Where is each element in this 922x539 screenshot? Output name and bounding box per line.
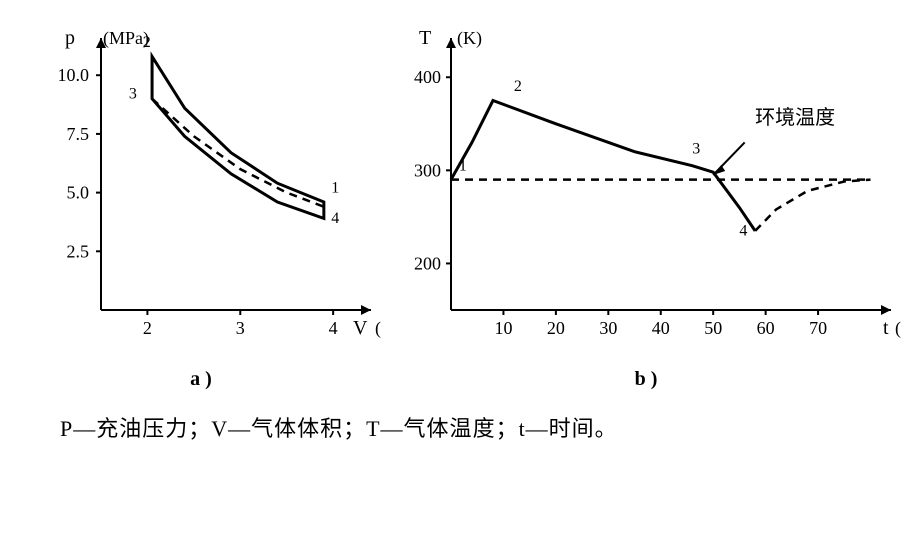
- chart-b-xtick: 70: [809, 318, 827, 338]
- chart-b-caption: b ): [635, 368, 658, 391]
- chart-b-xtick: 50: [704, 318, 722, 338]
- chart-b-xtick: 60: [757, 318, 775, 338]
- chart-b-point-2: 2: [514, 78, 522, 95]
- chart-b-point-3: 3: [692, 141, 700, 158]
- chart-b-xunit: (s): [895, 318, 901, 339]
- chart-b-ytick: 200: [414, 253, 441, 273]
- chart-a-point-3: 3: [129, 86, 137, 103]
- chart-a-ytick: 7.5: [67, 124, 90, 144]
- chart-b-ytick: 400: [414, 67, 441, 87]
- chart-b-block: T(K)t(s)200300400102030405060701234环境温度 …: [391, 20, 901, 391]
- chart-a-ylabel: p: [65, 27, 75, 49]
- chart-a-solid: [152, 56, 324, 218]
- chart-b-dash-recover: [755, 180, 870, 231]
- chart-b-xtick: 40: [652, 318, 670, 338]
- chart-b-xtick: 30: [599, 318, 617, 338]
- chart-b-leader-arrow: [713, 165, 725, 175]
- chart-a-xlabel: V: [353, 317, 368, 339]
- chart-b-solid: [451, 101, 755, 231]
- chart-b-point-1: 1: [459, 157, 467, 174]
- chart-b-point-4: 4: [739, 223, 747, 240]
- charts-row: p(MPa)V(L)2.55.07.510.02341234 a ) T(K)t…: [20, 20, 902, 391]
- chart-a-xtick: 3: [236, 318, 245, 338]
- chart-a-caption: a ): [190, 368, 212, 391]
- chart-b-ambient-label: 环境温度: [755, 106, 835, 129]
- chart-a-xtick: 4: [329, 318, 338, 338]
- chart-b-xtick: 20: [547, 318, 565, 338]
- chart-a-xtick: 2: [143, 318, 152, 338]
- chart-b-xtick: 10: [494, 318, 512, 338]
- chart-a-point-4: 4: [331, 210, 339, 227]
- chart-a-point-2: 2: [143, 34, 151, 51]
- chart-a-svg: p(MPa)V(L)2.55.07.510.02341234: [21, 20, 381, 360]
- chart-a-block: p(MPa)V(L)2.55.07.510.02341234 a ): [21, 20, 381, 391]
- chart-b-ylabel: T: [419, 27, 431, 49]
- chart-b-ytick: 300: [414, 160, 441, 180]
- legend-text: P—充油压力；V—气体体积；T—气体温度；t—时间。: [20, 411, 902, 443]
- chart-b-yunit: (K): [457, 28, 482, 49]
- chart-a-ytick: 10.0: [58, 65, 90, 85]
- chart-a-point-1: 1: [331, 180, 339, 197]
- chart-a-ytick: 5.0: [67, 183, 90, 203]
- chart-a-xunit: (L): [375, 318, 381, 339]
- chart-b-xlabel: t: [883, 317, 889, 339]
- chart-b-svg: T (K) t (s) 200 300 400 10 20 30 40 50 60 70 1 2 3 4 环境温度: [391, 20, 901, 360]
- chart-a-ytick: 2.5: [67, 241, 90, 261]
